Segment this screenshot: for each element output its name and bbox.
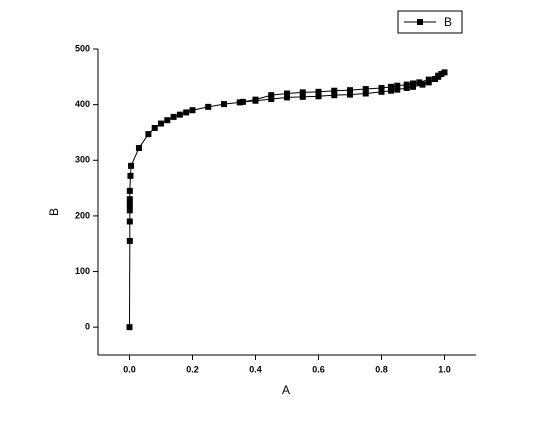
data-point (315, 88, 322, 95)
legend-label: B (444, 15, 452, 29)
data-point (183, 109, 190, 116)
data-point (126, 187, 133, 194)
data-point (268, 96, 275, 103)
data-point (441, 69, 448, 76)
data-point (128, 162, 135, 169)
y-tick-label: 0 (85, 322, 90, 332)
y-tick-label: 100 (75, 266, 90, 276)
data-point (347, 87, 353, 94)
data-point (145, 131, 152, 138)
data-point (394, 86, 401, 93)
data-point (403, 84, 410, 91)
data-point (151, 125, 158, 132)
data-point (205, 103, 212, 110)
y-tick-label: 300 (75, 155, 90, 165)
data-point (432, 76, 439, 83)
data-point (331, 92, 338, 99)
data-point (127, 172, 134, 179)
data-point (239, 98, 246, 105)
data-point (126, 196, 133, 203)
legend-marker (417, 19, 423, 25)
data-point (126, 207, 133, 214)
data-point (176, 111, 183, 118)
data-point (425, 76, 432, 83)
x-axis-label: A (282, 383, 290, 397)
series-line (129, 71, 445, 328)
data-point (410, 80, 416, 87)
data-point (252, 96, 259, 103)
x-tick-label: 0.8 (375, 364, 388, 374)
x-tick-label: 0.4 (249, 364, 262, 374)
y-tick-label: 200 (75, 210, 90, 220)
data-point (126, 324, 133, 331)
data-point (435, 72, 442, 79)
data-point (410, 83, 416, 90)
data-point (268, 92, 275, 99)
data-point (189, 107, 196, 114)
data-point (236, 99, 243, 106)
data-point (221, 101, 227, 108)
data-point (158, 120, 164, 127)
data-point (387, 87, 394, 94)
data-point (315, 93, 322, 100)
data-point (331, 87, 338, 94)
data-point (347, 91, 353, 98)
data-point (284, 94, 290, 101)
data-point (362, 90, 369, 97)
x-tick-label: 1.0 (438, 364, 451, 374)
y-tick-label: 500 (75, 43, 90, 53)
data-point (126, 201, 133, 208)
data-point (126, 237, 133, 244)
data-point (438, 71, 445, 78)
data-point (299, 89, 306, 96)
data-point (299, 93, 306, 100)
data-point (170, 113, 177, 120)
x-tick-label: 0.0 (123, 364, 136, 374)
y-tick-label: 400 (75, 99, 90, 109)
data-point (284, 90, 290, 97)
x-tick-label: 0.2 (186, 364, 199, 374)
data-point (135, 145, 142, 152)
data-point (378, 88, 385, 95)
data-point (164, 117, 171, 124)
x-tick-label: 0.6 (312, 364, 325, 374)
data-point (419, 81, 426, 88)
data-point (362, 86, 369, 93)
data-point (378, 84, 385, 91)
y-axis-label: B (47, 208, 61, 216)
data-point (403, 81, 410, 88)
data-point (416, 79, 423, 86)
data-point (394, 82, 401, 89)
data-point (126, 218, 133, 225)
data-point (387, 83, 394, 90)
